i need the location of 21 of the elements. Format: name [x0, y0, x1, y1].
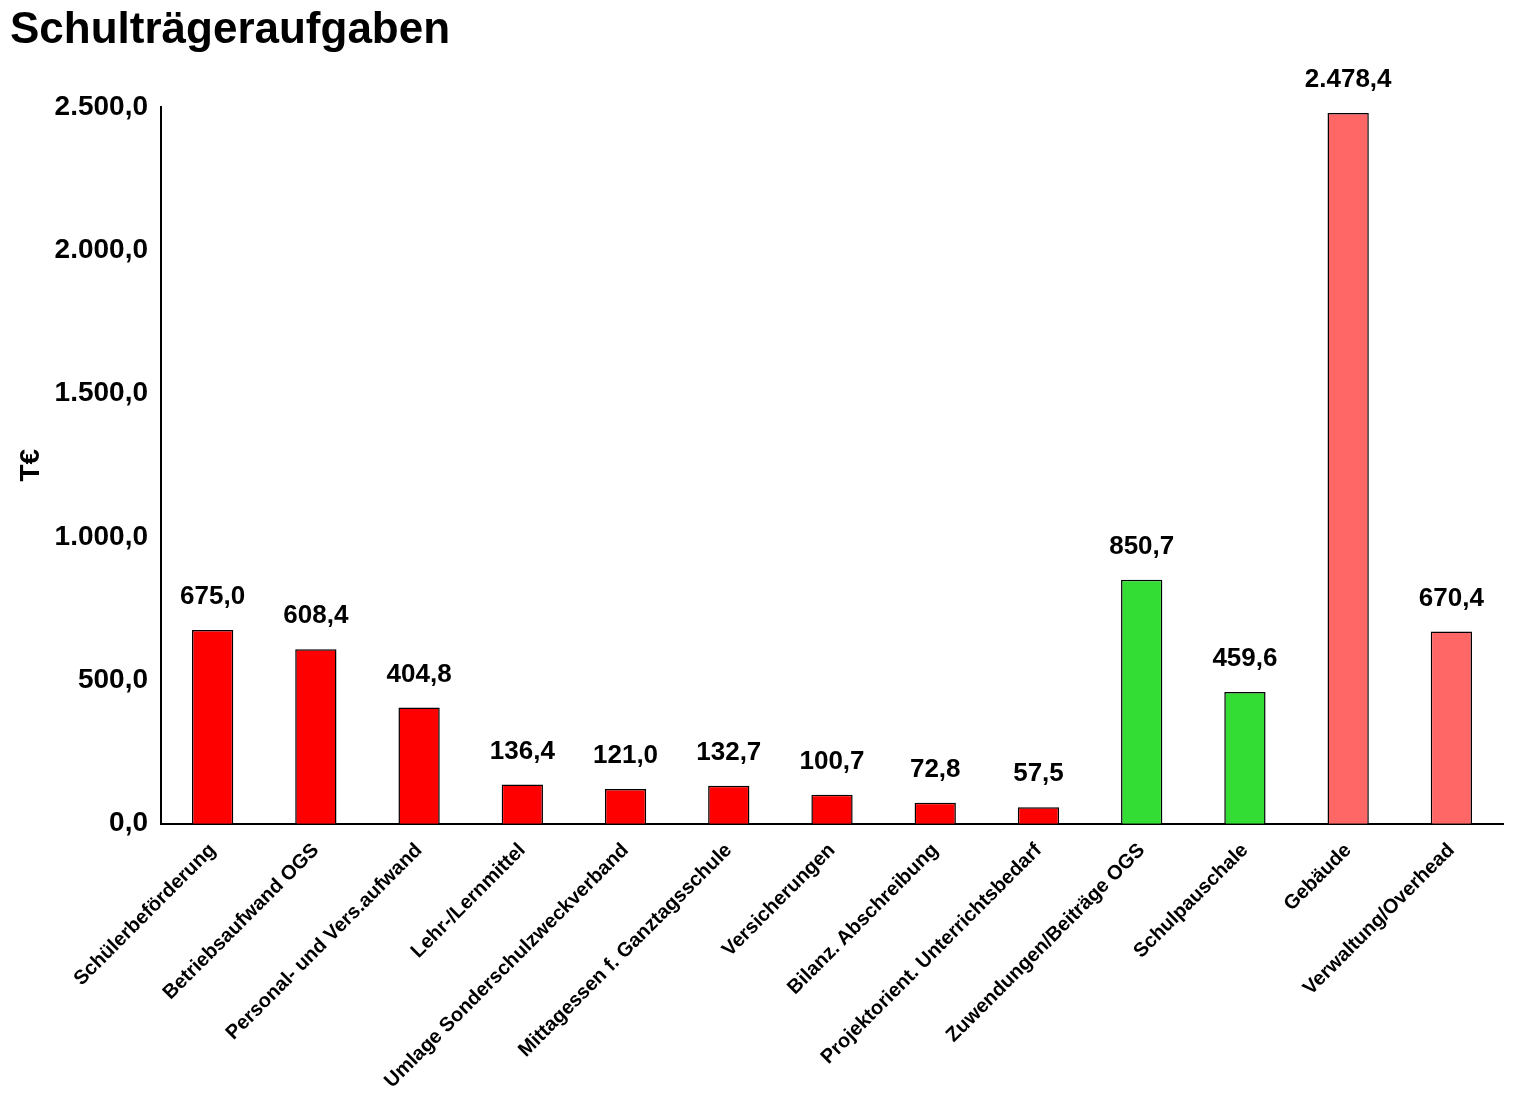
y-tick-label: 0,0: [109, 806, 149, 838]
data-label: 72,8: [909, 752, 961, 783]
data-label: 100,7: [799, 744, 865, 775]
y-axis-title: T€: [13, 448, 45, 482]
chart-title: Schulträgeraufgaben: [10, 2, 451, 52]
data-label: 136,4: [489, 734, 556, 765]
data-label: 459,6: [1212, 642, 1278, 673]
data-label: 121,0: [593, 739, 659, 770]
data-label: 57,5: [1013, 757, 1064, 788]
y-tick-label: 2.500,0: [54, 89, 149, 121]
data-label: 2.478,4: [1304, 63, 1393, 94]
y-tick-label: 2.000,0: [54, 232, 149, 264]
data-label: 608,4: [283, 599, 349, 630]
data-label: 670,4: [1418, 581, 1485, 612]
y-tick-label: 500,0: [77, 663, 149, 695]
y-tick-label: 1.500,0: [54, 376, 149, 408]
data-label: 850,7: [1109, 529, 1175, 560]
data-label: 132,7: [696, 735, 762, 766]
data-label: 675,0: [180, 580, 246, 611]
y-tick-label: 1.000,0: [54, 519, 149, 551]
data-label: 404,8: [386, 657, 452, 688]
